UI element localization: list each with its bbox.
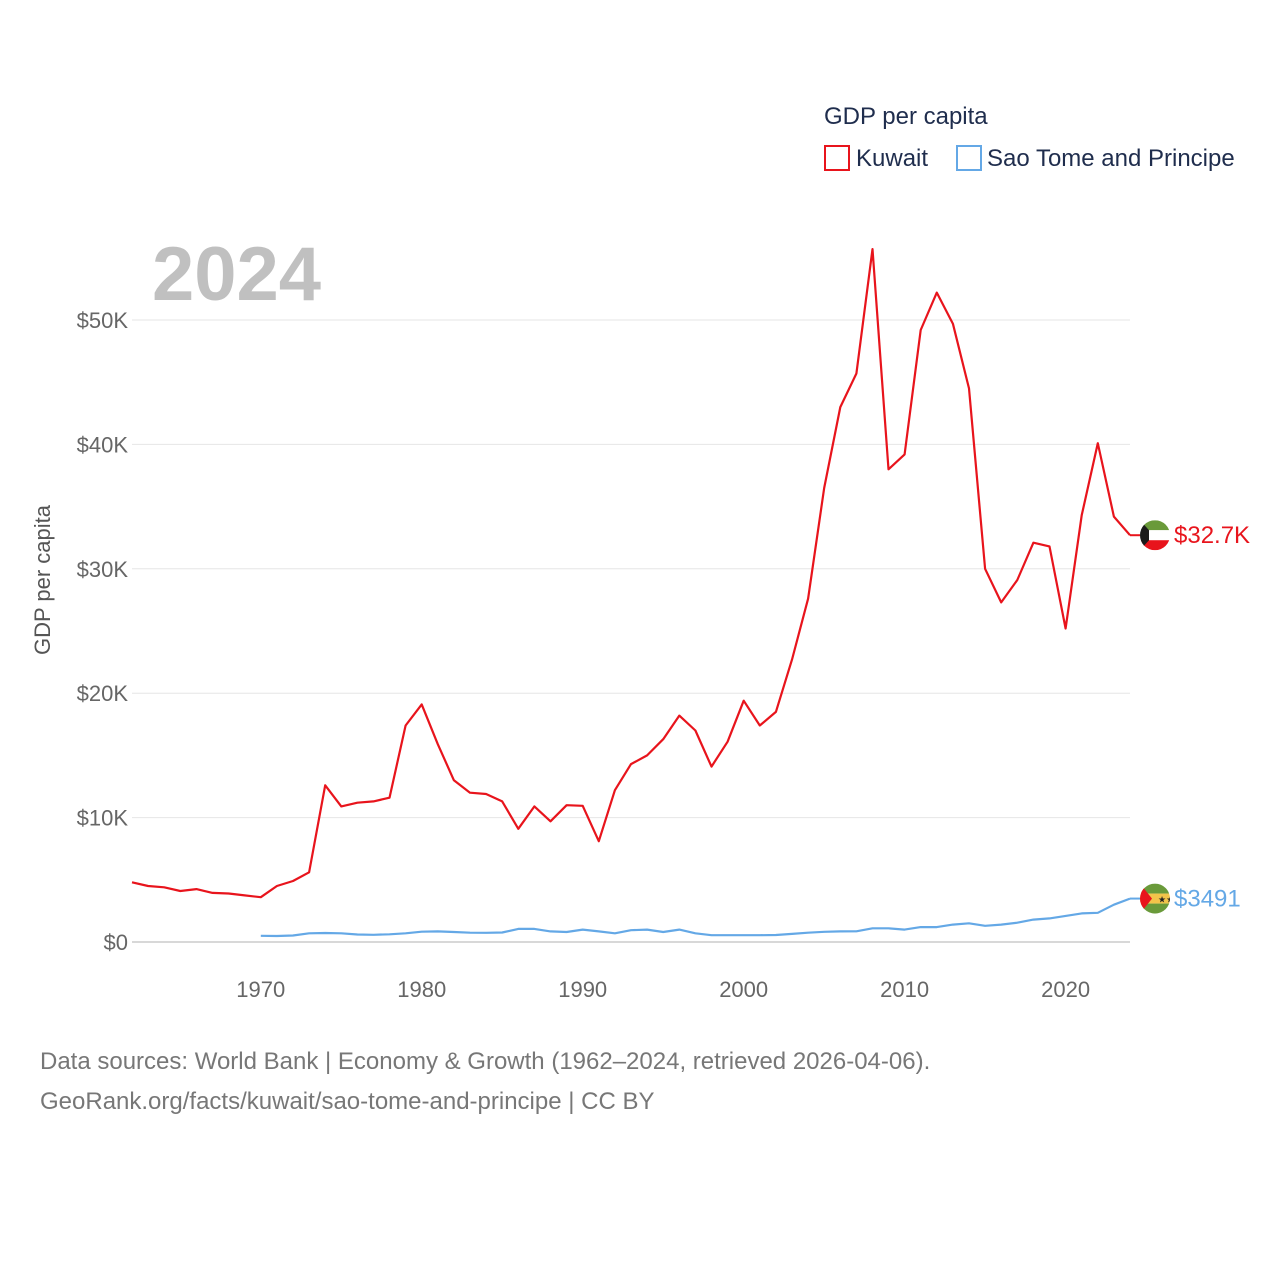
sao-tome-flag-icon: ★★ xyxy=(1140,883,1174,914)
series-line-kuwait xyxy=(131,248,1131,899)
source-line-1: Data sources: World Bank | Economy & Gro… xyxy=(40,1048,931,1075)
series-line-sao-tome xyxy=(260,897,1131,938)
x-tick-label: 2010 xyxy=(880,977,929,1002)
legend-swatch-kuwait[interactable] xyxy=(824,145,850,171)
svg-text:★★: ★★ xyxy=(1158,895,1174,905)
source-line-2: GeoRank.org/facts/kuwait/sao-tome-and-pr… xyxy=(40,1088,655,1115)
x-tick-label: 1970 xyxy=(236,977,285,1002)
y-axis-ticks: $0 $10K $20K $30K $40K $50K xyxy=(77,308,129,955)
x-tick-label: 2000 xyxy=(719,977,768,1002)
source-note: Data sources: World Bank | Economy & Gro… xyxy=(40,1042,1240,1122)
sao-tome-end-value: $3491 xyxy=(1174,886,1241,913)
kuwait-flag-icon xyxy=(1140,520,1170,551)
y-tick-label: $0 xyxy=(104,930,128,955)
y-tick-label: $20K xyxy=(77,681,129,706)
x-tick-label: 2020 xyxy=(1041,977,1090,1002)
y-axis-title: GDP per capita xyxy=(30,504,55,655)
x-tick-label: 1990 xyxy=(558,977,607,1002)
legend-title: GDP per capita xyxy=(824,103,988,130)
y-tick-label: $40K xyxy=(77,432,129,457)
legend-label-kuwait[interactable]: Kuwait xyxy=(856,145,928,172)
series-lines xyxy=(131,248,1140,938)
x-axis-ticks: 1970 1980 1990 2000 2010 2020 xyxy=(236,977,1090,1002)
x-tick-label: 1980 xyxy=(397,977,446,1002)
legend: GDP per capita Kuwait Sao Tome and Princ… xyxy=(824,103,1235,172)
kuwait-end-value: $32.7K xyxy=(1174,522,1250,549)
y-tick-label: $10K xyxy=(77,806,129,831)
gridlines xyxy=(132,319,1130,943)
y-tick-label: $50K xyxy=(77,308,129,333)
legend-label-sao-tome[interactable]: Sao Tome and Principe xyxy=(987,145,1235,172)
y-tick-label: $30K xyxy=(77,557,129,582)
legend-swatch-sao-tome[interactable] xyxy=(956,145,982,171)
year-label: 2024 xyxy=(152,232,321,317)
